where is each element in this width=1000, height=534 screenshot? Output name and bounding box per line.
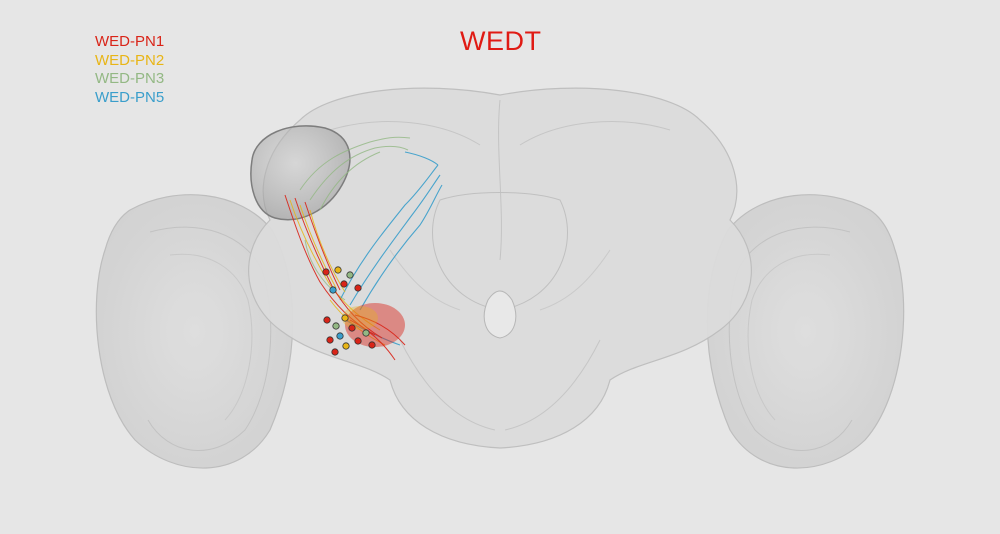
central-brain: [248, 87, 752, 449]
legend-item-wed-pn2: WED-PN2: [95, 51, 165, 69]
legend-item-wed-pn1: WED-PN1: [95, 33, 165, 50]
cell-body-markers: [322, 266, 376, 356]
wed-pn1-arbor: [345, 303, 405, 347]
left-optic-lobe: [95, 194, 294, 469]
wed-pn1-neurons: [284, 194, 406, 361]
highlighted-neuropil-region: [250, 125, 351, 221]
wed-pn3-neurons: [299, 136, 411, 301]
figure-title: WEDT: [460, 26, 542, 56]
legend-item-wed-pn3: WED-PN3: [95, 70, 165, 87]
wed-pn5-neurons: [339, 151, 443, 346]
legend-item-wed-pn5: WED-PN5: [95, 88, 165, 106]
legend: WED-PN1 WED-PN2 WED-PN3 WED-PN5: [95, 33, 164, 107]
wed-pn2-arbor: [342, 306, 378, 330]
right-optic-lobe: [706, 194, 905, 469]
